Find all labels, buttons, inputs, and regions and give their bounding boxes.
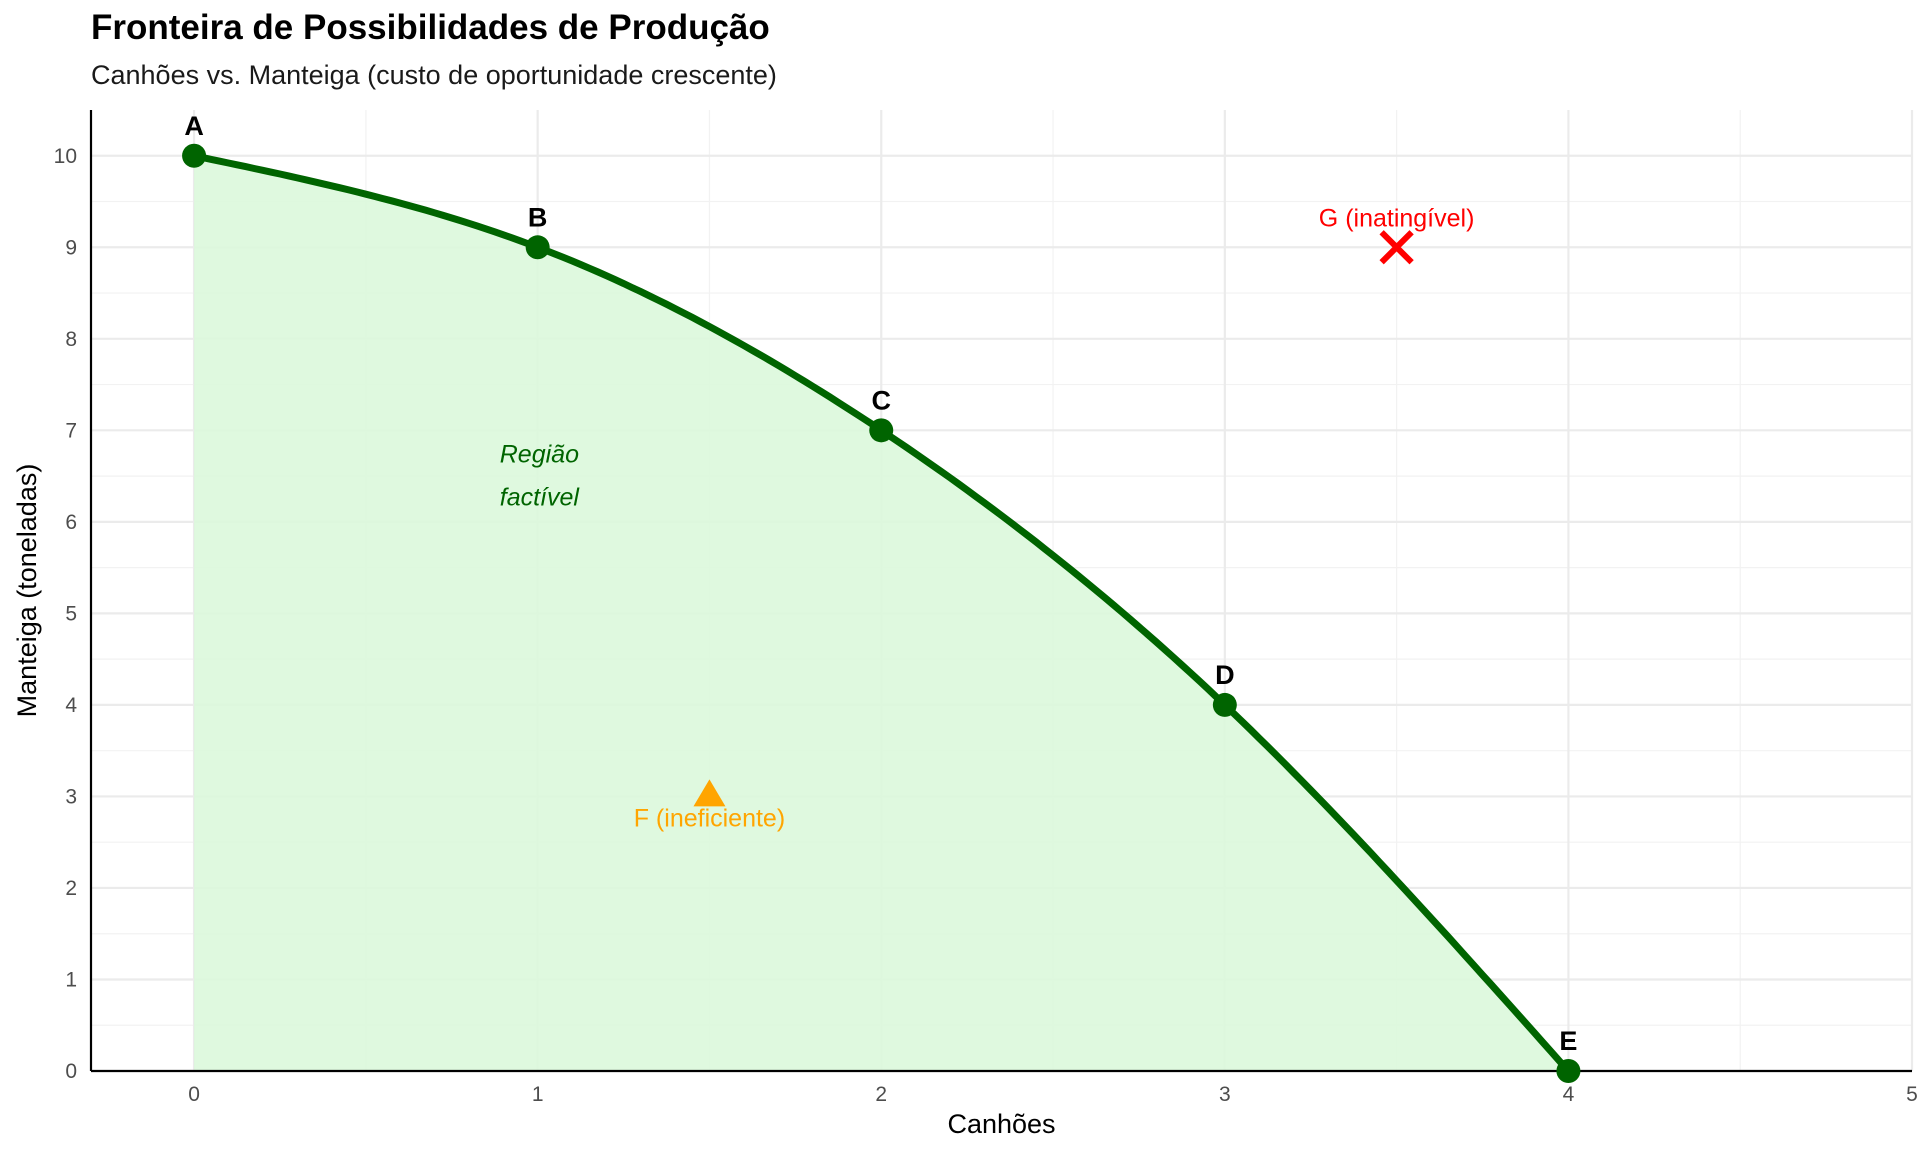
x-axis-title: Canhões — [947, 1109, 1055, 1139]
frontier-point-label: C — [871, 385, 891, 415]
x-tick-labels: 0 1 2 3 4 5 — [188, 1083, 1918, 1106]
unattainable-point-x-marker — [1379, 230, 1414, 265]
chart-subtitle: Canhões vs. Manteiga (custo de oportunid… — [91, 60, 777, 90]
inefficient-point-triangle — [693, 779, 726, 807]
frontier-point-c — [869, 418, 894, 443]
frontier-point-label: A — [184, 111, 204, 141]
frontier-point-e — [1556, 1059, 1581, 1083]
frontier-point-label: E — [1559, 1026, 1577, 1056]
y-tick-label: 3 — [65, 785, 77, 808]
frontier-point-a — [182, 143, 207, 168]
x-marker-stroke — [1379, 230, 1414, 265]
y-tick-label: 2 — [65, 877, 77, 900]
feasible-region-label-line1: Região — [500, 440, 579, 468]
y-tick-label: 10 — [54, 145, 77, 168]
x-tick-label: 5 — [1906, 1083, 1918, 1106]
frontier-point-d — [1212, 692, 1237, 717]
frontier-points: A B C D E — [182, 111, 1581, 1083]
unattainable-point-label: G (inatingível) — [1319, 204, 1475, 232]
y-tick-label: 1 — [65, 968, 77, 991]
y-tick-label: 9 — [65, 236, 77, 259]
x-tick-label: 3 — [1219, 1083, 1231, 1106]
y-tick-label: 5 — [65, 602, 77, 625]
y-tick-labels: 0 1 2 3 4 5 6 7 8 9 10 — [54, 145, 78, 1083]
frontier-point-b — [525, 235, 550, 260]
y-tick-label: 0 — [65, 1060, 77, 1083]
axes — [89, 110, 1912, 1073]
y-tick-label: 4 — [65, 694, 77, 717]
frontier-point-label: B — [528, 202, 548, 232]
y-tick-label: 7 — [65, 419, 77, 442]
inefficient-point-label: F (ineficiente) — [634, 804, 785, 832]
feasible-region-label-line2: factível — [500, 483, 581, 511]
x-tick-label: 4 — [1563, 1083, 1575, 1106]
frontier-point-label: D — [1215, 660, 1235, 690]
x-tick-label: 2 — [875, 1083, 887, 1106]
x-tick-label: 1 — [532, 1083, 544, 1106]
y-tick-label: 6 — [65, 511, 77, 534]
feasible-region-fill — [194, 155, 1569, 1072]
x-tick-label: 0 — [188, 1083, 200, 1106]
y-tick-label: 8 — [65, 328, 77, 351]
y-axis-title: Manteiga (toneladas) — [12, 464, 42, 718]
chart-title: Fronteira de Possibilidades de Produção — [91, 8, 770, 47]
